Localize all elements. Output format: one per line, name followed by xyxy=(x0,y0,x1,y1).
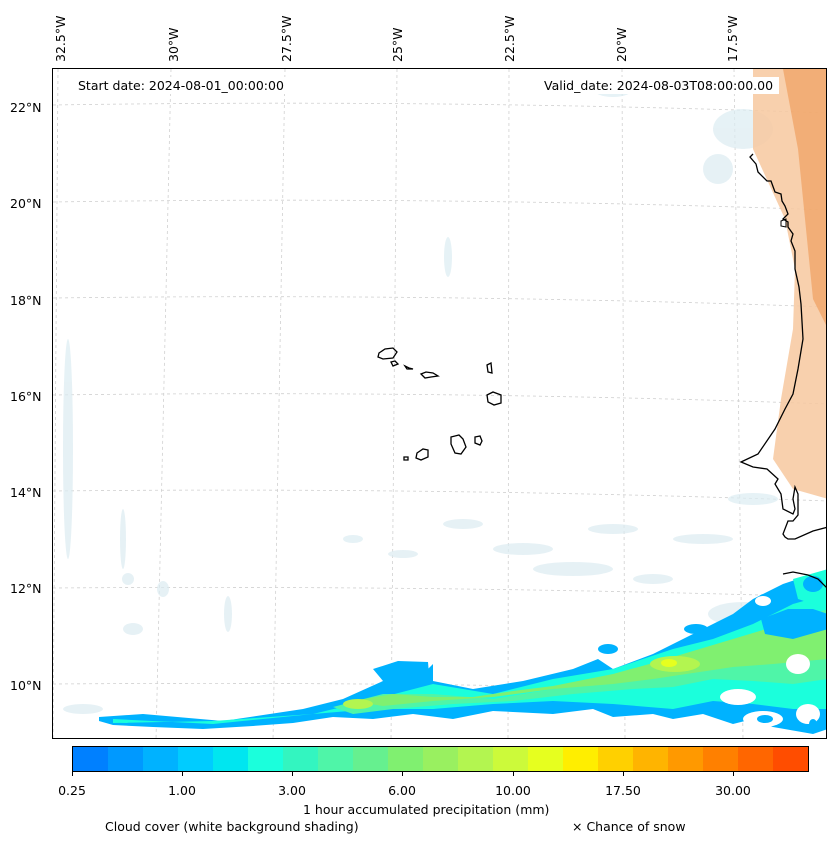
longitude-label: 22.5°W xyxy=(502,15,517,62)
colorbar-tick-mark xyxy=(402,772,403,776)
colorbar-segment xyxy=(738,747,773,771)
colorbar-segment xyxy=(633,747,668,771)
colorbar-segment xyxy=(703,747,738,771)
latitude-label: 18°N xyxy=(10,293,42,308)
latitude-label: 14°N xyxy=(10,485,42,500)
colorbar-title: 1 hour accumulated precipitation (mm) xyxy=(303,802,550,817)
colorbar-tick-label: 30.00 xyxy=(715,783,751,798)
colorbar-tick-label: 6.00 xyxy=(388,783,416,798)
colorbar-tick-mark xyxy=(72,772,73,776)
latitude-label: 20°N xyxy=(10,196,42,211)
map-panel xyxy=(52,68,827,739)
cloud-cover-shading xyxy=(63,81,778,714)
longitude-label: 17.5°W xyxy=(725,15,740,62)
land-surface-shading xyxy=(753,69,826,499)
colorbar-tick-mark xyxy=(292,772,293,776)
colorbar-tick-mark xyxy=(513,772,514,776)
colorbar-segment xyxy=(598,747,633,771)
longitude-label: 30°W xyxy=(166,27,181,62)
colorbar-tick-label: 0.25 xyxy=(58,783,86,798)
longitude-label: 20°W xyxy=(614,27,629,62)
colorbar-segment xyxy=(108,747,143,771)
colorbar-segment xyxy=(423,747,458,771)
colorbar-segment xyxy=(353,747,388,771)
colorbar-segment xyxy=(213,747,248,771)
longitude-label: 27.5°W xyxy=(279,15,294,62)
colorbar-tick-label: 1.00 xyxy=(168,783,196,798)
colorbar-segment xyxy=(388,747,423,771)
map-canvas xyxy=(53,69,826,738)
colorbar-tick-label: 17.50 xyxy=(605,783,641,798)
colorbar-tick-mark xyxy=(623,772,624,776)
coastline-africa xyxy=(739,153,826,540)
latitude-label: 16°N xyxy=(10,389,42,404)
precipitation-colorbar xyxy=(72,746,809,772)
colorbar-segment xyxy=(773,747,808,771)
colorbar-segment xyxy=(73,747,108,771)
colorbar-segment xyxy=(528,747,563,771)
colorbar-segment xyxy=(283,747,318,771)
longitude-label: 25°W xyxy=(390,27,405,62)
colorbar-tick-mark xyxy=(182,772,183,776)
colorbar-tick-label: 10.00 xyxy=(495,783,531,798)
coastline-africa-south xyxy=(782,571,826,588)
colorbar-segment xyxy=(458,747,493,771)
precipitation-band xyxy=(99,569,826,734)
colorbar-segment xyxy=(248,747,283,771)
colorbar-segment xyxy=(143,747,178,771)
longitude-label: 32.5°W xyxy=(53,15,68,62)
colorbar-segment xyxy=(668,747,703,771)
cape-verde-islands xyxy=(377,347,502,461)
colorbar-segment xyxy=(318,747,353,771)
colorbar-segment xyxy=(563,747,598,771)
snow-legend: × Chance of snow xyxy=(572,819,686,834)
colorbar-segment xyxy=(178,747,213,771)
start-date-label: Start date: 2024-08-01_00:00:00 xyxy=(72,77,290,94)
colorbar-segment xyxy=(493,747,528,771)
cloud-cover-legend: Cloud cover (white background shading) xyxy=(105,819,359,834)
latitude-label: 10°N xyxy=(10,678,42,693)
valid-date-label: Valid_date: 2024-08-03T08:00:00.00 xyxy=(538,77,780,94)
latitude-label: 12°N xyxy=(10,581,42,596)
colorbar-tick-label: 3.00 xyxy=(278,783,306,798)
colorbar-tick-mark xyxy=(733,772,734,776)
latitude-label: 22°N xyxy=(10,100,42,115)
